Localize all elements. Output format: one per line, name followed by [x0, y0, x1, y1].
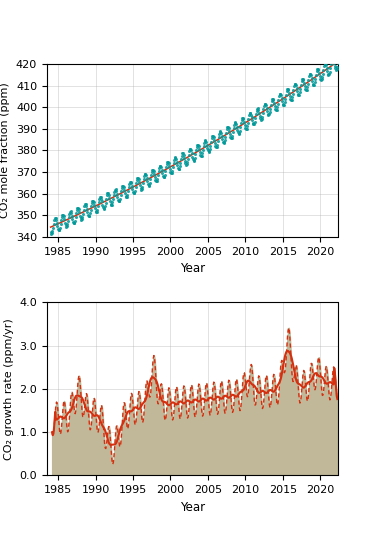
Y-axis label: CO₂ growth rate (ppm/yr): CO₂ growth rate (ppm/yr) — [4, 318, 14, 460]
Y-axis label: CO₂ mole fraction (ppm): CO₂ mole fraction (ppm) — [0, 83, 10, 218]
X-axis label: Year: Year — [180, 262, 205, 275]
X-axis label: Year: Year — [180, 500, 205, 514]
